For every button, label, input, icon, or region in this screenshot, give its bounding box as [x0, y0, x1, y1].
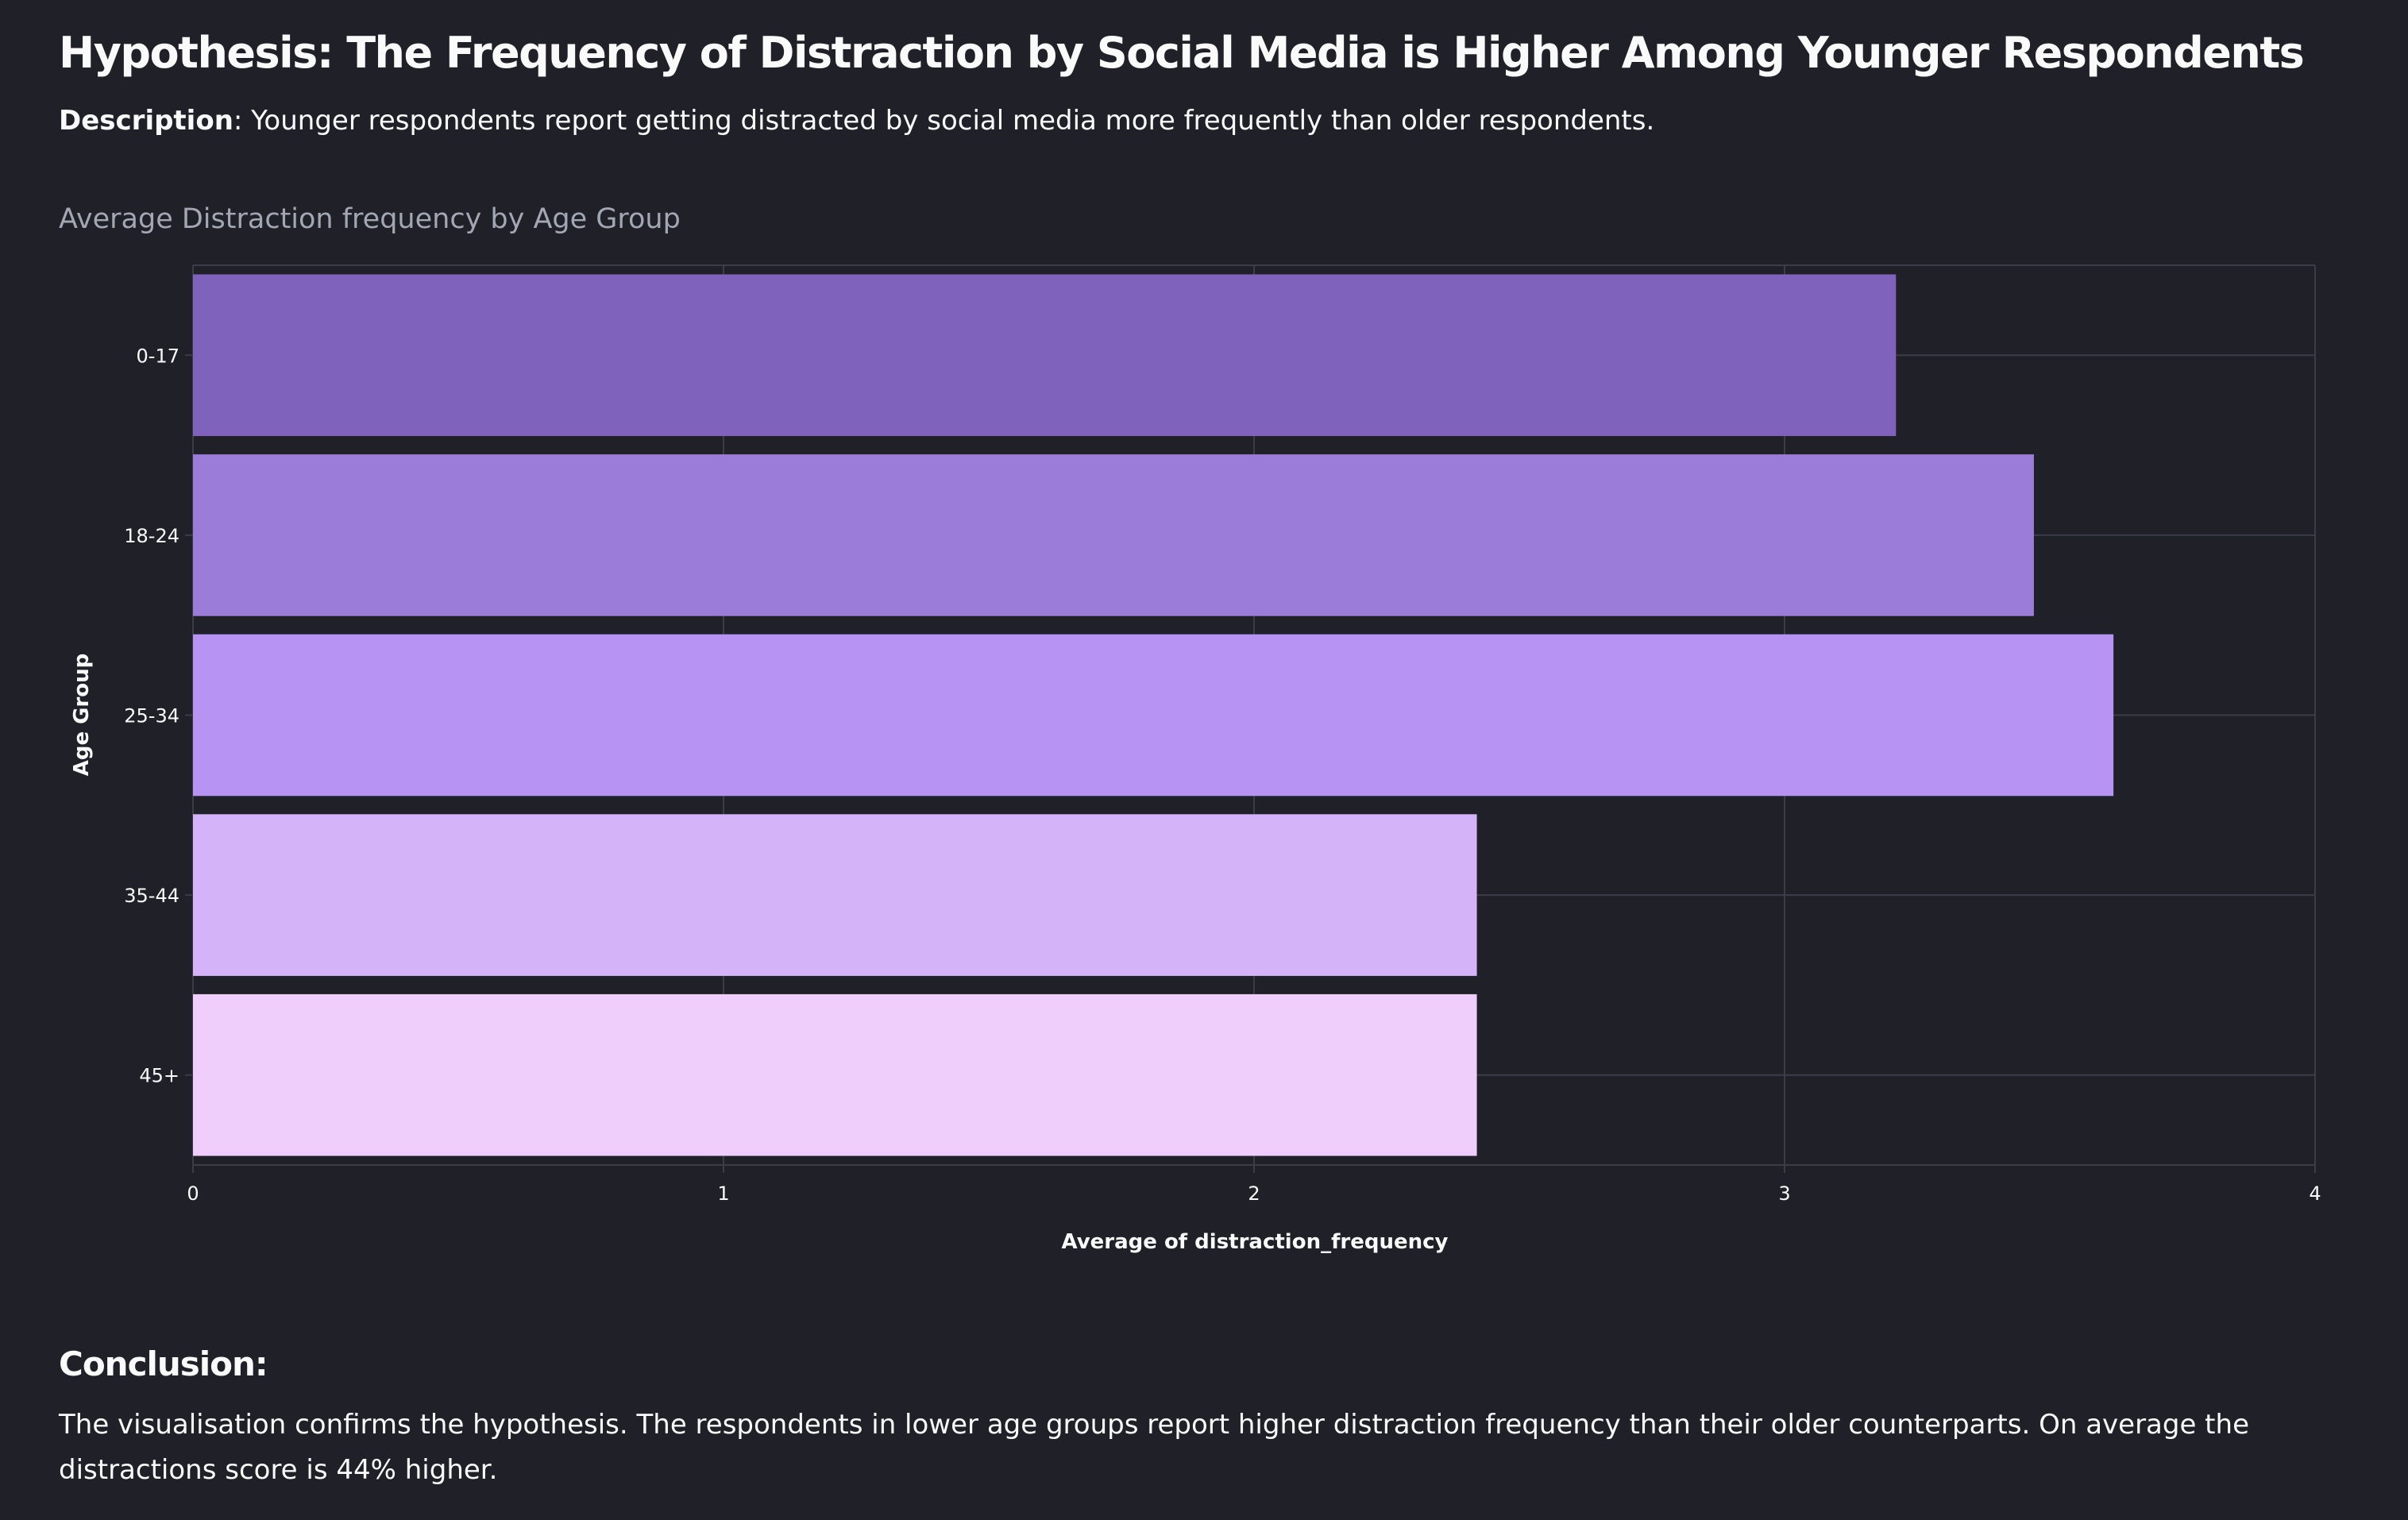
description: Description: Younger respondents report …	[59, 98, 1654, 143]
page-title: Hypothesis: The Frequency of Distraction…	[59, 28, 2305, 78]
y-tick-label: 45+	[139, 1065, 179, 1087]
y-axis-label: Age Group	[70, 654, 94, 777]
chart-title: Average Distraction frequency by Age Gro…	[59, 203, 681, 235]
description-text: : Younger respondents report getting dis…	[233, 105, 1655, 137]
x-tick-label: 3	[1778, 1182, 1790, 1205]
x-tick-label: 2	[1248, 1182, 1260, 1205]
y-tick-label: 18-24	[124, 525, 179, 547]
bar-18-24[interactable]	[193, 454, 2034, 616]
y-tick-label: 25-34	[124, 705, 179, 727]
y-tick-label: 0-17	[137, 345, 179, 367]
bar-35-44[interactable]	[193, 814, 1477, 976]
x-tick-label: 1	[717, 1182, 729, 1205]
x-tick-label: 4	[2309, 1182, 2321, 1205]
x-tick-labels: 0 1 2 3 4	[187, 1182, 2321, 1205]
bar-45+[interactable]	[193, 993, 1477, 1156]
conclusion-heading: Conclusion:	[59, 1344, 268, 1383]
y-tick-label: 35-44	[124, 885, 179, 907]
y-tick-labels: 0-17 18-24 25-34 35-44 45+	[124, 345, 193, 1087]
x-axis-label: Average of distraction_frequency	[1062, 1230, 1449, 1254]
bar-0-17[interactable]	[193, 274, 1897, 437]
bar-chart: 0-17 18-24 25-34 35-44 45+ 0 1 2 3 4 Average of …	[70, 264, 2321, 1254]
x-tick-label: 0	[187, 1182, 199, 1205]
bar-25-34[interactable]	[193, 634, 2114, 797]
bars	[193, 274, 2114, 1156]
conclusion-text: The visualisation confirms the hypothesi…	[59, 1409, 2249, 1486]
description-label: Description	[59, 105, 233, 137]
